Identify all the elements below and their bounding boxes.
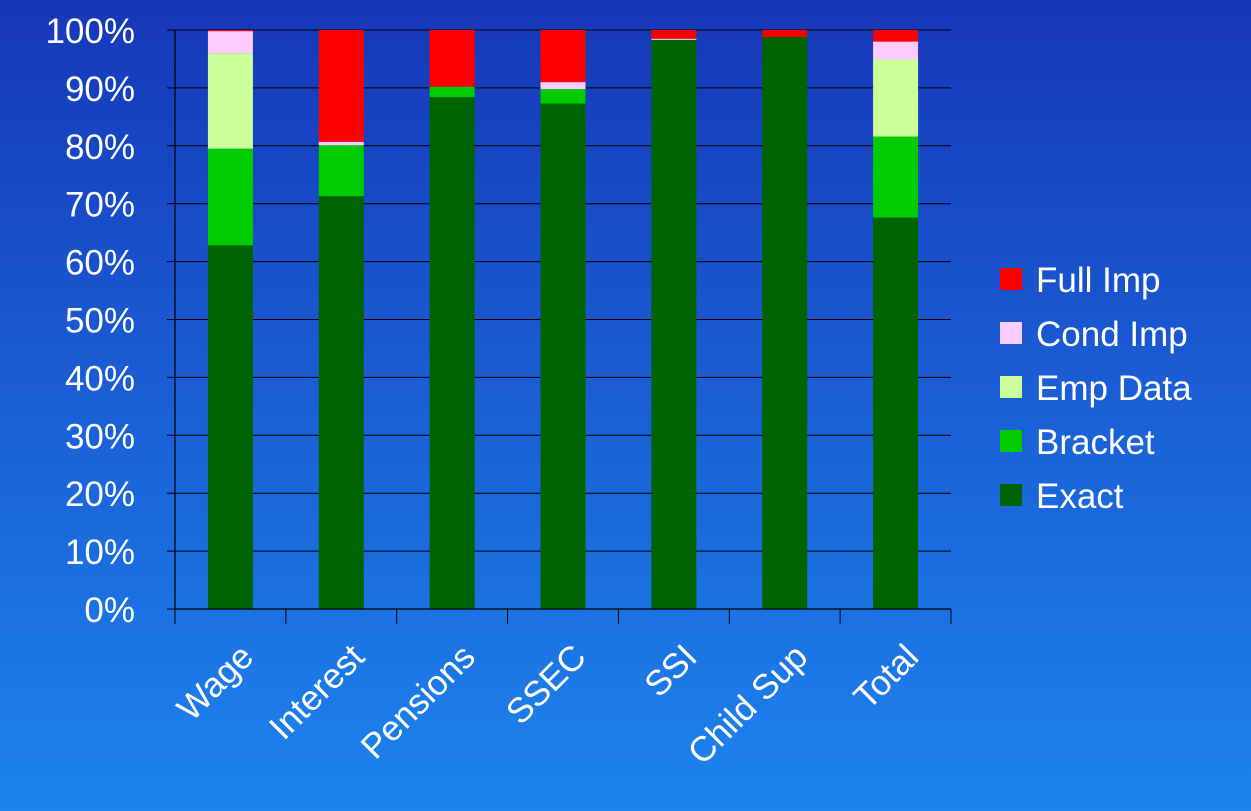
x-tick-label: Pensions bbox=[353, 637, 482, 766]
y-tick-label: 50% bbox=[65, 302, 135, 341]
bar-segment-full-imp bbox=[207, 30, 253, 32]
legend-swatch bbox=[1000, 322, 1022, 344]
bar-segment-full-imp bbox=[651, 30, 697, 39]
legend-label: Emp Data bbox=[1036, 369, 1192, 408]
bar-segment-exact bbox=[762, 36, 808, 609]
bar-segment-full-imp bbox=[429, 30, 475, 87]
bar-segment-full-imp bbox=[873, 30, 919, 42]
bar-segment-cond-imp bbox=[207, 31, 253, 54]
y-tick-label: 40% bbox=[65, 359, 135, 398]
y-tick-label: 60% bbox=[65, 244, 135, 283]
bar-segment-exact bbox=[540, 103, 586, 610]
bar-segment-cond-imp bbox=[318, 141, 364, 146]
legend-label: Cond Imp bbox=[1036, 315, 1188, 354]
bar-segment-full-imp bbox=[318, 30, 364, 142]
bar-segment-exact bbox=[873, 217, 919, 609]
bar-segment-exact bbox=[429, 97, 475, 609]
legend-swatch bbox=[1000, 376, 1022, 398]
x-tick-label: SSEC bbox=[499, 637, 594, 732]
y-tick-label: 80% bbox=[65, 128, 135, 167]
legend-swatch bbox=[1000, 268, 1022, 290]
x-tick-label: Interest bbox=[262, 637, 372, 747]
legend-label: Full Imp bbox=[1036, 261, 1160, 300]
bar-segment-emp-data bbox=[873, 59, 919, 137]
bar-segment-cond-imp bbox=[651, 38, 697, 40]
x-tick-label: Wage bbox=[170, 637, 261, 728]
x-tick-label: SSI bbox=[637, 637, 704, 704]
bar-segment-exact bbox=[207, 245, 253, 609]
bar-segment-emp-data bbox=[207, 53, 253, 149]
y-tick-label: 30% bbox=[65, 417, 135, 456]
legend-swatch bbox=[1000, 484, 1022, 506]
y-tick-label: 90% bbox=[65, 70, 135, 109]
y-tick-label: 70% bbox=[65, 186, 135, 225]
y-tick-label: 100% bbox=[45, 12, 135, 51]
y-tick-label: 10% bbox=[65, 533, 135, 572]
legend-swatch bbox=[1000, 430, 1022, 452]
bar-segment-bracket bbox=[207, 148, 253, 246]
legend-label: Bracket bbox=[1036, 423, 1155, 462]
bar-segment-cond-imp bbox=[873, 41, 919, 60]
x-tick-label: Total bbox=[846, 637, 926, 717]
legend-label: Exact bbox=[1036, 477, 1124, 516]
bar-segment-bracket bbox=[540, 89, 586, 104]
bar-segment-bracket bbox=[318, 145, 364, 197]
bar-segment-bracket bbox=[873, 136, 919, 218]
x-tick-label: Child Sup bbox=[680, 637, 815, 772]
axes: 0% 10% 20% 30% 40% 50% 60% 70% 80% 90% 100% Wage Int… bbox=[45, 12, 952, 772]
bar-segment-full-imp bbox=[762, 30, 808, 37]
y-tick-label: 0% bbox=[84, 591, 135, 630]
bar-segment-full-imp bbox=[540, 30, 586, 83]
bars bbox=[207, 30, 919, 610]
bar-segment-cond-imp bbox=[540, 82, 586, 90]
bar-segment-bracket bbox=[429, 86, 475, 98]
bar-segment-exact bbox=[651, 39, 697, 609]
bar-segment-exact bbox=[318, 196, 364, 609]
legend: Full Imp Cond Imp Emp Data Bracket Exact bbox=[1000, 261, 1192, 516]
y-tick-label: 20% bbox=[65, 475, 135, 514]
